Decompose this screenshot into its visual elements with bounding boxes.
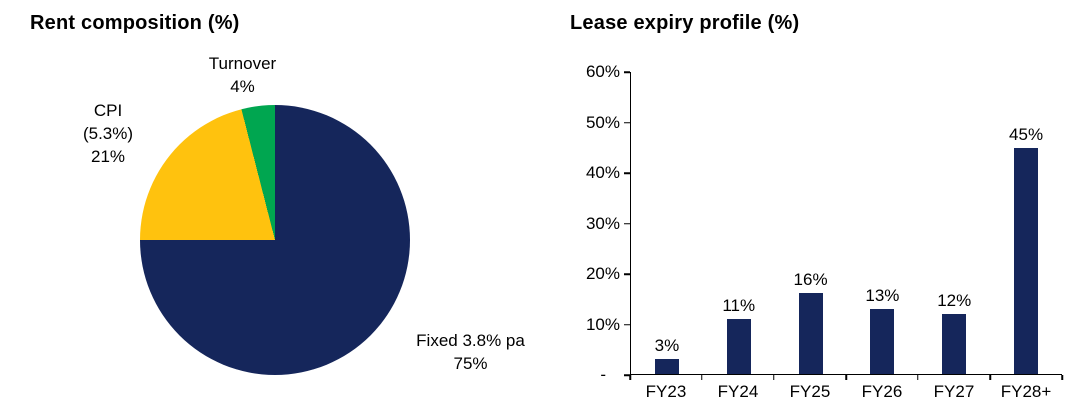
bar-value-label: 13% <box>865 285 900 305</box>
pie-label-cpi: CPI (5.3%) 21% <box>82 101 134 166</box>
rent-composition-pie <box>140 105 410 375</box>
bar <box>798 293 823 374</box>
bar <box>942 313 967 374</box>
bar-value-label: 12% <box>937 290 972 310</box>
x-axis-tick <box>917 375 919 380</box>
bar-chart-title: Lease expiry profile (%) <box>570 12 800 34</box>
y-axis-label: 10% <box>585 314 620 334</box>
x-axis-label: FY28+ <box>1000 382 1052 401</box>
bar-value-label: 3% <box>654 335 680 355</box>
y-axis-label: 50% <box>585 112 620 132</box>
y-axis-labels: 60% 50% 40% 30% 20% 10% - <box>558 62 620 384</box>
pie-label-fixed: Fixed 3.8% pa 75% <box>416 331 525 373</box>
x-axis-label: FY26 <box>861 382 903 401</box>
y-axis-label: 30% <box>585 213 620 233</box>
bar-value-label: 45% <box>1009 124 1044 144</box>
x-axis-label: FY25 <box>789 382 831 401</box>
y-axis-label: 20% <box>585 264 620 283</box>
x-axis-tick <box>1061 375 1063 380</box>
pie-chart-title: Rent composition (%) <box>30 12 240 34</box>
x-axis-tick <box>773 375 775 380</box>
y-axis-tick <box>624 273 630 275</box>
y-axis-label: - <box>600 365 606 384</box>
bar <box>870 308 895 374</box>
y-axis-tick <box>624 121 630 124</box>
bar-column-fy28+: 45% <box>990 72 1062 374</box>
bar-column-fy27: 12% <box>918 72 990 374</box>
y-axis-label: 40% <box>585 163 620 182</box>
bar-column-fy26: 13% <box>846 72 918 374</box>
bar <box>1014 147 1039 374</box>
y-axis-tick <box>624 222 630 225</box>
y-axis-tick <box>624 374 630 376</box>
x-axis-label: FY23 <box>645 382 687 401</box>
y-axis-label: 60% <box>585 62 620 81</box>
bar-value-label: 11% <box>722 295 756 315</box>
bar-column-fy24: 11% <box>703 72 775 374</box>
x-axis-tick <box>845 375 847 380</box>
lease-expiry-bar-plot: 3% 11% 16% 13% 12% 45% <box>630 72 1062 375</box>
bar-column-fy25: 16% <box>775 72 847 374</box>
bar <box>654 358 679 374</box>
pie-label-turnover: Turnover 4% <box>208 54 277 96</box>
x-axis-label: FY27 <box>933 382 975 401</box>
y-axis-tick <box>624 71 630 73</box>
x-axis-tick <box>989 375 991 380</box>
x-axis-ticks <box>629 375 1063 380</box>
x-axis-tick <box>629 375 631 380</box>
y-axis-tick <box>624 172 630 174</box>
y-axis-ticks <box>624 71 630 376</box>
x-axis-tick <box>701 375 703 380</box>
x-axis-label: FY24 <box>717 382 759 401</box>
y-axis-tick <box>624 323 630 326</box>
x-axis-labels: FY23 FY24 FY25 FY26 FY27 FY28+ <box>630 382 1062 402</box>
bar-value-label: 16% <box>793 270 828 290</box>
bar-column-fy23: 3% <box>631 72 703 374</box>
bar <box>726 318 751 374</box>
